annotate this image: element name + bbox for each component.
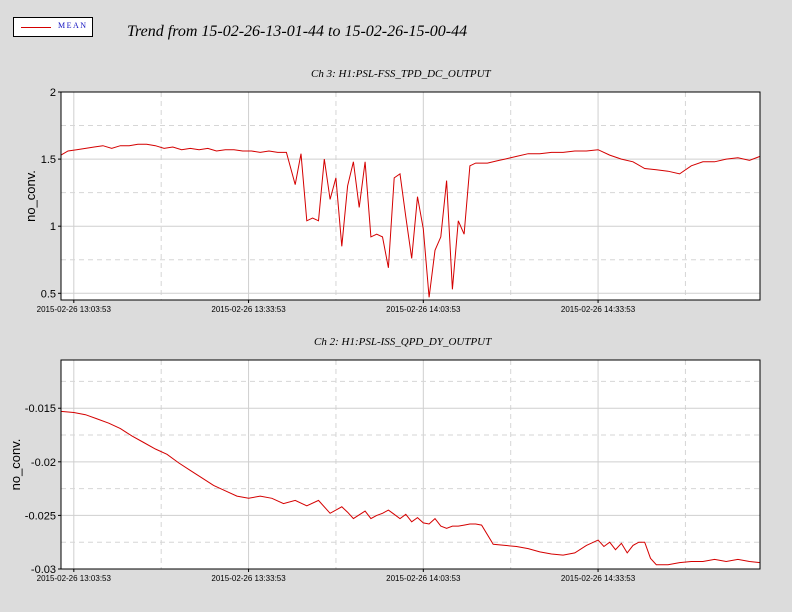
y-tick-label: 2 xyxy=(50,87,56,99)
plot-area xyxy=(61,360,760,569)
x-tick-label: 2015-02-26 14:33:53 xyxy=(561,305,636,314)
series-line-1 xyxy=(60,143,761,298)
y-tick-label: 1 xyxy=(50,221,56,233)
x-tick-label: 2015-02-26 13:33:53 xyxy=(211,574,286,583)
x-tick-label: 2015-02-26 14:33:53 xyxy=(561,574,636,583)
legend-label: MEAN xyxy=(58,21,88,30)
series-line-1 xyxy=(60,410,761,566)
y-tick-label: -0.025 xyxy=(25,510,56,522)
y-tick-label: -0.02 xyxy=(31,457,56,469)
plot-frame xyxy=(60,359,761,570)
x-tick-label: 2015-02-26 13:03:53 xyxy=(37,574,112,583)
x-tick-label: 2015-02-26 13:03:53 xyxy=(37,305,112,314)
y-tick-label: 0.5 xyxy=(41,288,56,300)
x-tick-label: 2015-02-26 13:33:53 xyxy=(211,305,286,314)
chart-2-title: Ch 2: H1:PSL-ISS_QPD_DY_OUTPUT xyxy=(314,336,492,348)
legend-swatch xyxy=(21,27,51,28)
x-tick-label: 2015-02-26 14:03:53 xyxy=(386,305,461,314)
y-tick-label: -0.03 xyxy=(31,564,56,576)
legend: MEAN xyxy=(13,17,93,37)
plot-area xyxy=(61,92,760,300)
chart-1: 0.5 1 1.5 2 2015-02-26 13:03:53 2015-02-26 13… xyxy=(23,87,761,314)
y-axis-label: no_conv. xyxy=(23,170,38,222)
y-tick-label: 1.5 xyxy=(41,154,56,166)
plot-frame xyxy=(60,91,761,301)
chart-2: -0.03 -0.025 -0.02 -0.015 2015-02-26 13:03:5… xyxy=(8,359,761,583)
y-tick-label: -0.015 xyxy=(25,403,56,415)
main-title: Trend from 15-02-26-13-01-44 to 15-02-26… xyxy=(127,23,468,40)
y-axis-label: no_conv. xyxy=(8,439,23,491)
chart-1-title: Ch 3: H1:PSL-FSS_TPD_DC_OUTPUT xyxy=(311,68,491,80)
x-tick-label: 2015-02-26 14:03:53 xyxy=(386,574,461,583)
